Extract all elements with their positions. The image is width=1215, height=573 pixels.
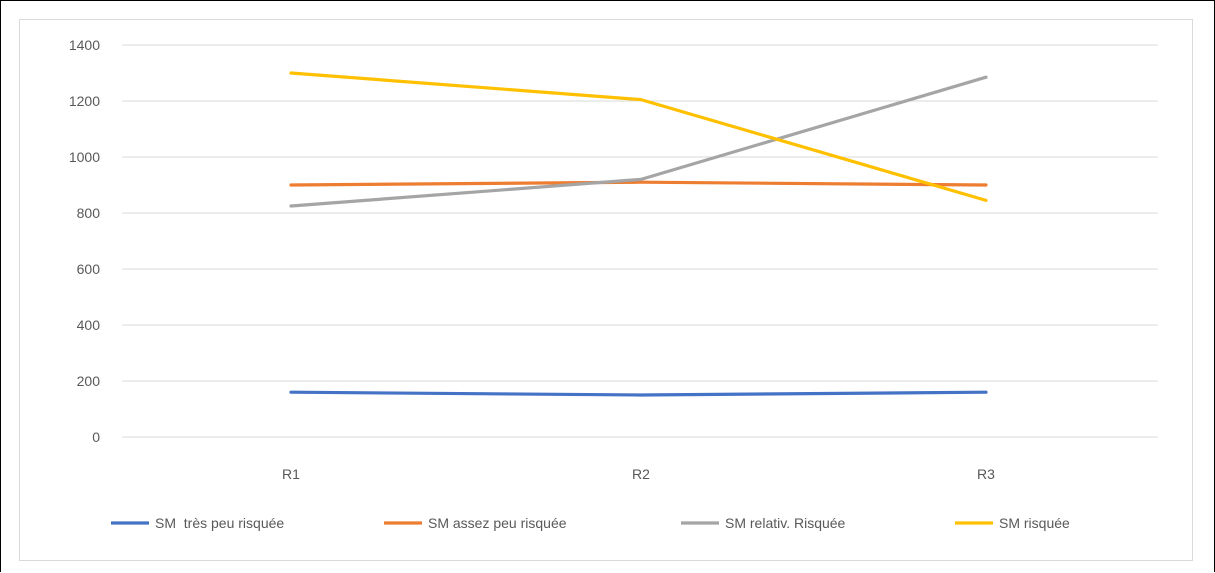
series-line-2 xyxy=(289,180,988,187)
x-tick-label: R1 xyxy=(282,466,300,482)
gridlines xyxy=(122,44,1158,438)
y-tick-label: 1400 xyxy=(69,37,100,53)
chart-container xyxy=(19,19,1193,561)
legend-label: SM relativ. Risquée xyxy=(725,515,846,531)
legend-label: SM assez peu risquée xyxy=(428,515,567,531)
y-tick-label: 800 xyxy=(77,205,101,221)
series-line-1 xyxy=(289,390,988,397)
y-axis-ticks: 0 200 400 600 800 1000 1200 1400 xyxy=(69,37,100,445)
legend-label: SM risquée xyxy=(999,515,1070,531)
x-tick-label: R2 xyxy=(632,466,650,482)
y-tick-label: 200 xyxy=(77,373,101,389)
legend-label: SM très peu risquée xyxy=(155,515,284,531)
x-tick-label: R3 xyxy=(977,466,995,482)
series-line-4 xyxy=(289,71,988,202)
x-axis-ticks: R1 R2 R3 xyxy=(282,466,995,482)
series-lines xyxy=(289,71,988,397)
y-tick-label: 0 xyxy=(92,429,100,445)
series-line-3 xyxy=(289,75,988,208)
y-tick-label: 400 xyxy=(77,317,101,333)
y-tick-label: 1000 xyxy=(69,149,100,165)
y-tick-label: 1200 xyxy=(69,93,100,109)
y-tick-label: 600 xyxy=(77,261,101,277)
legend: SM très peu risquée SM assez peu risquée S… xyxy=(111,515,1070,531)
